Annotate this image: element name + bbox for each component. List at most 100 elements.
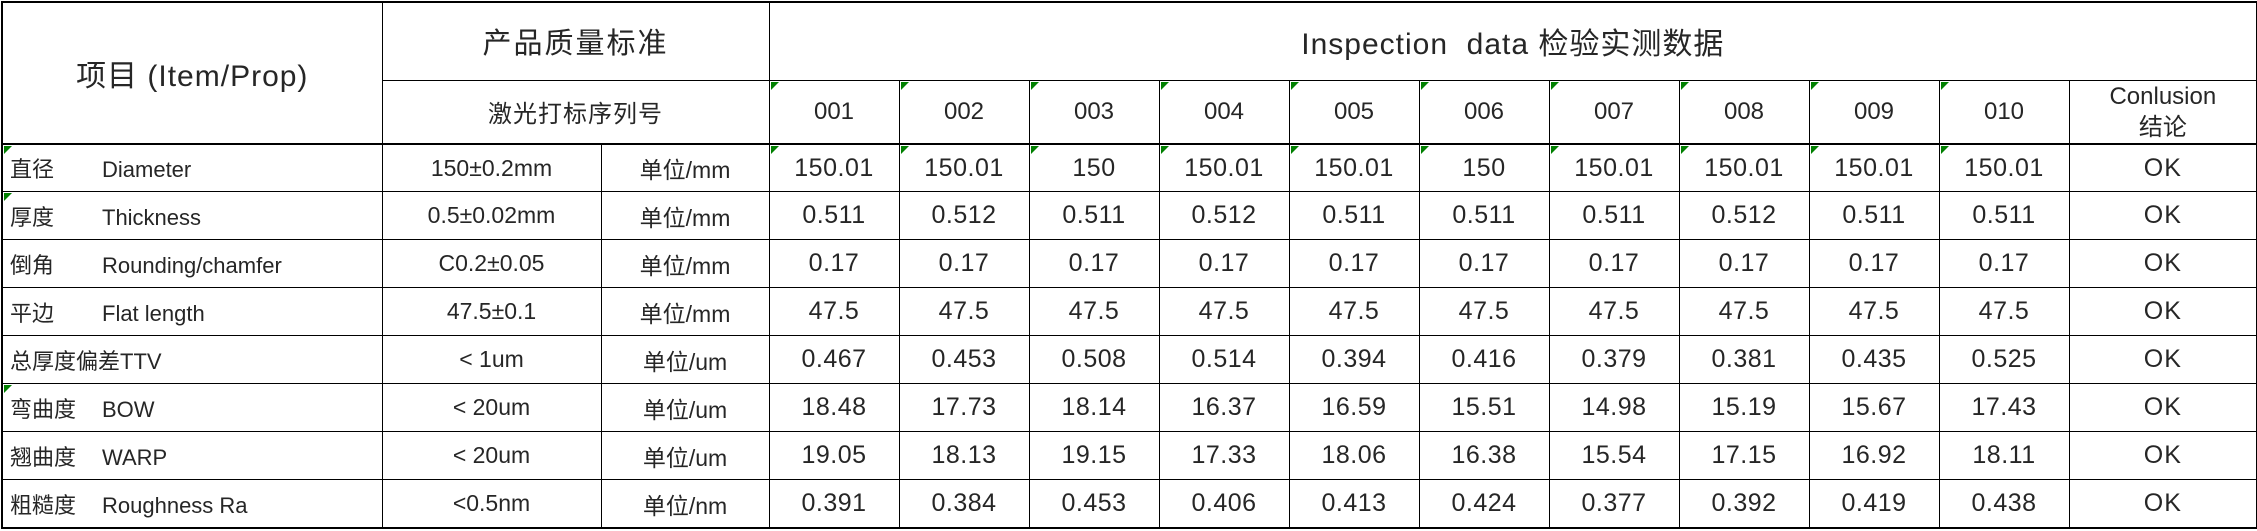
value-cell: 0.17 bbox=[1678, 239, 1810, 289]
value-cell: 16.92 bbox=[1808, 431, 1940, 481]
value-cell: 0.453 bbox=[898, 335, 1030, 385]
spec-cell: < 20um bbox=[381, 383, 602, 433]
value-cell: 0.419 bbox=[1808, 479, 1940, 529]
value-cell-text: 16.37 bbox=[1191, 393, 1257, 422]
value-cell: 18.13 bbox=[898, 431, 1030, 481]
value-cell-text: 18.06 bbox=[1321, 441, 1387, 470]
value-cell: 0.511 bbox=[1418, 191, 1550, 241]
value-cell-text: 0.17 bbox=[938, 249, 990, 278]
row-label-en: Roughness Ra bbox=[102, 492, 248, 518]
row-label-cell: 总厚度偏差TTV bbox=[1, 335, 383, 385]
value-cell: 19.05 bbox=[768, 431, 900, 481]
value-cell-text: 0.512 bbox=[1191, 201, 1257, 230]
spec-cell-text: 150±0.2mm bbox=[430, 154, 553, 181]
value-cell-text: 0.453 bbox=[931, 345, 997, 374]
value-cell-text: 19.05 bbox=[801, 441, 867, 470]
value-cell: 0.413 bbox=[1288, 479, 1420, 529]
unit-cell-text: 单位/um bbox=[642, 348, 728, 375]
value-cell: 0.406 bbox=[1158, 479, 1290, 529]
value-cell: 0.17 bbox=[898, 239, 1030, 289]
row-label-cn: 粗糙度 bbox=[10, 492, 77, 518]
cell-flag-icon bbox=[1550, 81, 1559, 90]
conclusion-header-en: Conlusion bbox=[2109, 82, 2217, 110]
value-cell: 14.98 bbox=[1548, 383, 1680, 433]
spec-cell-text: 47.5±0.1 bbox=[446, 298, 537, 325]
value-cell-text: 47.5 bbox=[1718, 297, 1770, 326]
value-cell: 16.59 bbox=[1288, 383, 1420, 433]
row-label-cell: 粗糙度 Roughness Ra bbox=[1, 479, 383, 529]
spec-cell-text: 0.5±0.02mm bbox=[427, 202, 556, 229]
cell-flag-icon bbox=[1290, 145, 1299, 154]
conclusion-cell: OK bbox=[2068, 479, 2257, 529]
value-cell-text: 19.15 bbox=[1061, 441, 1127, 470]
spec-cell: <0.5nm bbox=[381, 479, 602, 529]
value-cell-text: 18.11 bbox=[1972, 441, 2036, 470]
col-header-item: 项目 (Item/Prop) bbox=[1, 1, 383, 145]
unit-cell: 单位/mm bbox=[600, 239, 770, 289]
col-header-conclusion: Conlusion 结论 bbox=[2068, 79, 2257, 145]
value-cell-text: 47.5 bbox=[1068, 297, 1120, 326]
value-cell: 0.17 bbox=[1288, 239, 1420, 289]
col-header-serial-010: 010 bbox=[1938, 79, 2070, 145]
value-cell-text: 0.511 bbox=[1452, 201, 1516, 230]
value-cell-text: 0.17 bbox=[808, 249, 860, 278]
serial-number: 005 bbox=[1333, 97, 1375, 125]
col-header-standard: 产品质量标准 bbox=[381, 1, 770, 81]
row-label-en: Flat length bbox=[102, 300, 205, 326]
value-cell: 17.43 bbox=[1938, 383, 2070, 433]
cell-flag-icon bbox=[1030, 81, 1039, 90]
value-cell: 0.511 bbox=[1938, 191, 2070, 241]
value-cell: 0.394 bbox=[1288, 335, 1420, 385]
value-cell: 15.51 bbox=[1418, 383, 1550, 433]
cell-flag-icon bbox=[4, 145, 12, 154]
col-header-serial-009: 009 bbox=[1808, 79, 1940, 145]
value-cell: 0.17 bbox=[1418, 239, 1550, 289]
conclusion-header-cn: 结论 bbox=[2138, 113, 2187, 141]
value-cell-text: 0.379 bbox=[1581, 345, 1647, 374]
value-cell-text: 0.525 bbox=[1971, 345, 2037, 374]
value-cell-text: 47.5 bbox=[1978, 297, 2030, 326]
value-cell: 150.01 bbox=[1548, 143, 1680, 193]
value-cell: 0.511 bbox=[1548, 191, 1680, 241]
value-cell-text: 0.17 bbox=[1458, 249, 1510, 278]
serial-number: 008 bbox=[1723, 97, 1765, 125]
value-cell-text: 0.17 bbox=[1588, 249, 1640, 278]
value-cell: 0.508 bbox=[1028, 335, 1160, 385]
spec-cell-text: < 20um bbox=[452, 442, 531, 469]
value-cell: 150 bbox=[1418, 143, 1550, 193]
cell-flag-icon bbox=[900, 145, 909, 154]
value-cell: 0.17 bbox=[1548, 239, 1680, 289]
value-cell: 150.01 bbox=[768, 143, 900, 193]
spec-cell-text: <0.5nm bbox=[452, 490, 531, 517]
value-cell-text: 14.98 bbox=[1581, 393, 1647, 422]
value-cell-text: 15.54 bbox=[1581, 441, 1647, 470]
value-cell-text: 17.15 bbox=[1711, 441, 1777, 470]
col-header-serial-label: 激光打标序列号 bbox=[381, 79, 770, 145]
serial-number: 003 bbox=[1073, 97, 1115, 125]
value-cell: 47.5 bbox=[1158, 287, 1290, 337]
value-cell: 15.67 bbox=[1808, 383, 1940, 433]
value-cell: 0.511 bbox=[1028, 191, 1160, 241]
row-label-cn: 总厚度偏差 bbox=[10, 348, 121, 374]
conclusion-cell: OK bbox=[2068, 287, 2257, 337]
unit-cell: 单位/nm bbox=[600, 479, 770, 529]
value-cell-text: 0.17 bbox=[1978, 249, 2030, 278]
spec-cell: < 20um bbox=[381, 431, 602, 481]
table-row: 倒角 Rounding/chamfer C0.2±0.05 单位/mm 0.17 0.17… bbox=[1, 239, 2257, 289]
col-header-serial-005: 005 bbox=[1288, 79, 1420, 145]
value-cell: 0.384 bbox=[898, 479, 1030, 529]
cell-flag-icon bbox=[4, 193, 12, 202]
value-cell-text: 47.5 bbox=[938, 297, 990, 326]
value-cell: 47.5 bbox=[1418, 287, 1550, 337]
value-cell-text: 0.514 bbox=[1191, 345, 1257, 374]
conclusion-cell-text: OK bbox=[2143, 441, 2182, 470]
value-cell: 0.514 bbox=[1158, 335, 1290, 385]
value-cell-text: 0.424 bbox=[1451, 489, 1517, 518]
value-cell: 0.17 bbox=[1158, 239, 1290, 289]
col-header-serial-008: 008 bbox=[1678, 79, 1810, 145]
value-cell-text: 0.391 bbox=[801, 489, 867, 518]
value-cell-text: 0.511 bbox=[1842, 201, 1906, 230]
value-cell-text: 0.467 bbox=[801, 345, 867, 374]
serial-number: 007 bbox=[1593, 97, 1635, 125]
row-label-cn: 弯曲度 bbox=[10, 396, 77, 422]
